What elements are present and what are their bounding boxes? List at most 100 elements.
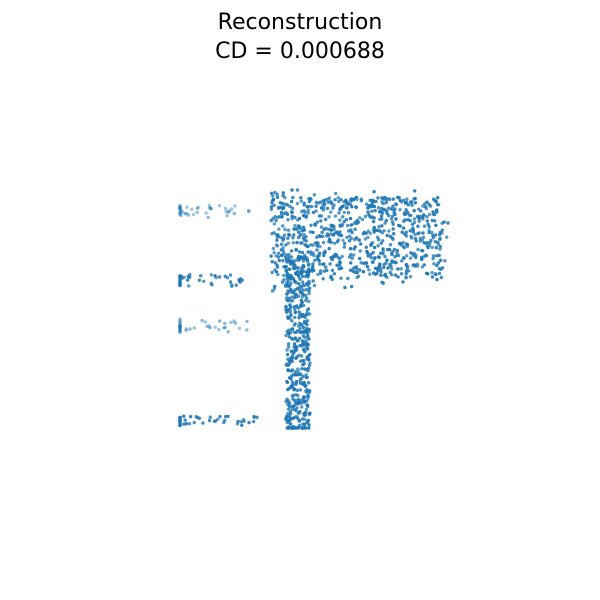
scatter-point — [393, 273, 398, 277]
scatter-point — [197, 278, 201, 282]
scatter-point — [284, 304, 288, 309]
scatter-point — [416, 224, 420, 228]
scatter-point — [397, 223, 401, 228]
scatter-point — [227, 209, 232, 213]
scatter-point — [320, 230, 324, 235]
scatter-point — [307, 204, 311, 209]
scatter-point — [377, 210, 382, 214]
scatter-point — [311, 230, 315, 235]
scatter-point — [252, 415, 256, 419]
scatter-point — [405, 197, 409, 201]
scatter-point — [379, 214, 384, 218]
scatter-point — [299, 196, 303, 200]
scatter-point — [305, 308, 309, 313]
scatter-point — [217, 275, 222, 279]
scatter-point — [349, 236, 354, 241]
scatter-point — [372, 216, 376, 220]
scatter-point — [316, 241, 320, 245]
scatter-point — [364, 231, 368, 235]
scatter-point — [284, 417, 288, 422]
scatter-point — [204, 211, 208, 215]
scatter-point — [224, 210, 228, 214]
scatter-point — [307, 423, 311, 427]
scatter-point — [312, 283, 317, 288]
scatter-point — [300, 229, 304, 233]
scatter-point — [247, 209, 251, 214]
scatter-point — [341, 238, 345, 242]
scatter-point — [363, 214, 368, 219]
scatter-point — [354, 205, 358, 209]
scatter-point — [404, 242, 409, 246]
scatter-point — [284, 268, 288, 272]
scatter-point — [271, 246, 276, 251]
scatter-point — [288, 405, 292, 409]
scatter-point — [317, 253, 321, 258]
scatter-point — [371, 219, 376, 224]
scatter-point — [302, 330, 306, 335]
scatter-point — [298, 277, 302, 281]
scatter-point — [347, 239, 352, 243]
scatter-point — [415, 262, 420, 266]
scatter-point — [318, 234, 323, 239]
scatter-point — [393, 255, 397, 259]
scatter-point — [322, 253, 326, 258]
scatter-point — [179, 208, 183, 212]
scatter-point — [385, 275, 389, 279]
scatter-point — [338, 261, 342, 265]
scatter-point — [178, 208, 182, 212]
scatter-point — [440, 228, 444, 232]
scatter-point — [394, 261, 398, 265]
scatter-point — [371, 260, 375, 265]
scatter-point — [372, 190, 376, 194]
scatter-point — [365, 206, 370, 210]
scatter-point — [349, 223, 354, 227]
scatter-point — [242, 418, 246, 422]
scatter-point — [391, 197, 396, 201]
scatter-point — [286, 228, 291, 232]
scatter-point — [293, 223, 297, 228]
scatter-point — [425, 215, 429, 219]
scatter-point — [341, 215, 345, 219]
scatter-point — [333, 241, 337, 245]
scatter-point — [289, 281, 293, 285]
scatter-point — [369, 255, 373, 260]
scatter-point — [424, 271, 429, 275]
scatter-point — [377, 228, 381, 233]
scatter-point — [277, 258, 281, 263]
scatter-point — [222, 326, 226, 330]
scatter-point — [388, 243, 393, 247]
scatter-point — [296, 224, 301, 228]
scatter-point — [430, 245, 434, 250]
scatter-point — [178, 327, 182, 331]
scatter-point — [390, 236, 394, 240]
scatter-point — [178, 317, 182, 321]
scatter-point — [359, 261, 363, 265]
scatter-point — [339, 276, 343, 280]
scatter-point — [371, 199, 376, 204]
scatter-point — [332, 203, 336, 207]
scatter-point — [416, 247, 420, 252]
scatter-point — [230, 207, 234, 211]
scatter-point — [329, 274, 333, 278]
scatter-point — [402, 219, 406, 223]
scatter-point — [358, 256, 362, 261]
scatter-point — [302, 283, 306, 288]
scatter-point — [234, 283, 238, 287]
scatter-point — [334, 252, 338, 257]
scatter-point — [282, 212, 286, 216]
scatter-point — [218, 319, 222, 323]
scatter-point — [303, 243, 307, 247]
scatter-point — [184, 327, 188, 331]
scatter-point — [324, 217, 328, 222]
scatter-point — [178, 326, 182, 331]
scatter-point — [321, 262, 325, 266]
scatter-point — [345, 235, 349, 240]
scatter-point — [287, 376, 292, 380]
scatter-point — [443, 259, 447, 263]
scatter-point — [228, 273, 233, 277]
scatter-point — [344, 198, 348, 202]
scatter-point — [417, 216, 421, 220]
scatter-point — [370, 202, 374, 206]
scatter-point — [361, 270, 366, 274]
scatter-point — [291, 241, 295, 245]
